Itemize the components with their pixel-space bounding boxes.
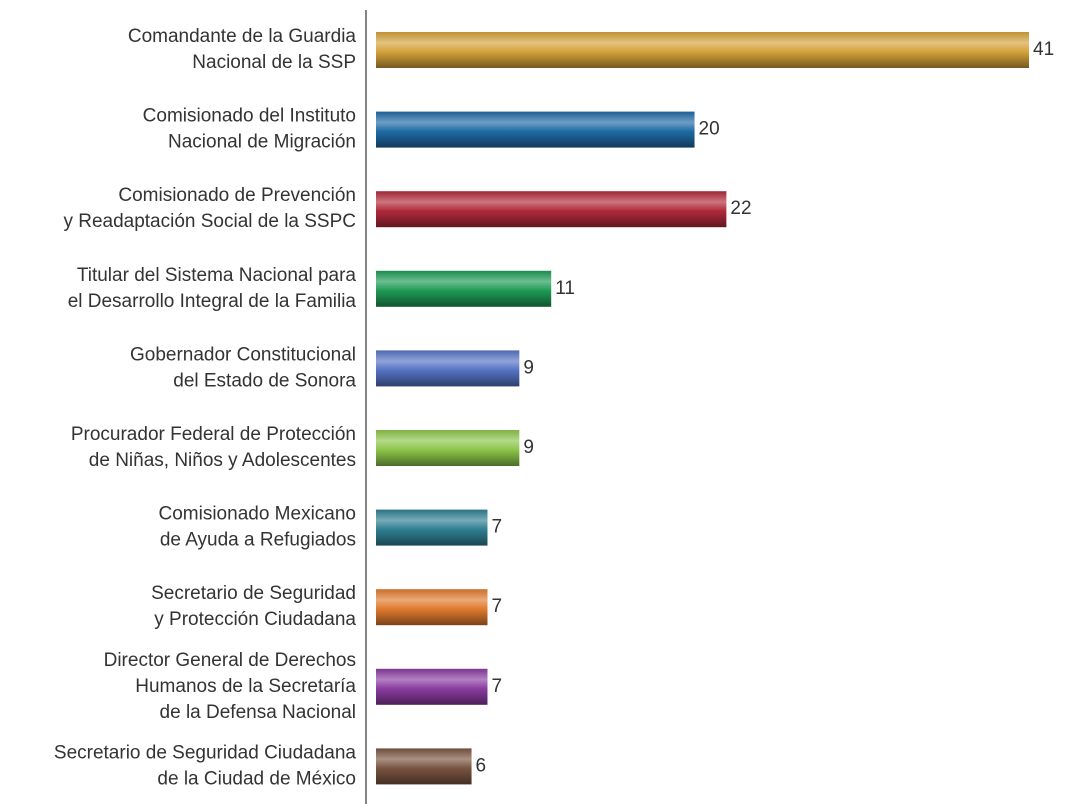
value-label: 6	[476, 755, 487, 776]
bar	[376, 668, 488, 705]
bar	[376, 32, 1029, 68]
category-label: Director General de Derechos Humanos de l…	[104, 650, 357, 723]
value-label: 20	[699, 119, 720, 140]
category-label: Procurador Federal de Protección de Niñas…	[71, 424, 356, 471]
value-label: 41	[1033, 39, 1054, 60]
value-label: 9	[523, 437, 534, 458]
bar	[376, 191, 727, 228]
category-label: Secretario de Seguridad y Protección Ciud…	[151, 583, 356, 630]
value-label: 11	[555, 278, 575, 299]
value-label: 7	[491, 517, 502, 538]
category-label: Gobernador Constitucional del Estado de S…	[130, 344, 356, 391]
category-label: Secretario de Seguridad Ciudadana de la C…	[54, 742, 357, 789]
value-label: 7	[491, 676, 502, 697]
category-label: Comisionado de Prevención y Readaptación …	[63, 185, 356, 232]
bar	[376, 430, 520, 466]
value-label: 7	[491, 596, 502, 617]
bar	[376, 748, 472, 785]
bar	[376, 509, 488, 546]
value-label: 9	[523, 357, 534, 378]
bar	[376, 270, 552, 307]
category-label: Comandante de la Guardia Nacional de la S…	[128, 26, 357, 73]
bar	[376, 589, 488, 626]
category-label: Comisionado del Instituto Nacional de Mig…	[143, 106, 356, 153]
bar	[376, 350, 520, 387]
category-label: Comisionado Mexicano de Ayuda a Refugiado…	[159, 504, 357, 551]
category-label: Titular del Sistema Nacional para el Desa…	[68, 265, 357, 312]
value-label: 22	[730, 198, 751, 219]
bar	[376, 111, 695, 148]
